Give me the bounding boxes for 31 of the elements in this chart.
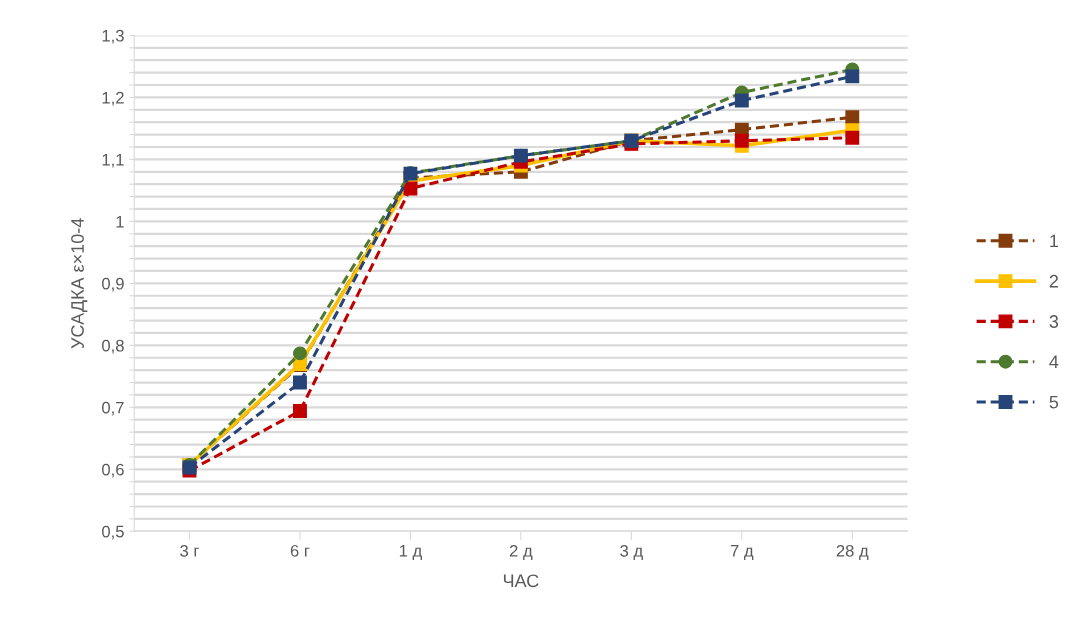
y-tick-label: 0,8 xyxy=(102,339,124,354)
point xyxy=(293,375,307,390)
x-tick-label: 7 д xyxy=(730,545,754,560)
y-tick-label: 0,9 xyxy=(102,277,124,292)
point xyxy=(734,93,749,108)
legend-label: 4 xyxy=(1049,355,1059,368)
legend-label: 5 xyxy=(1049,395,1059,409)
y-tick-label: 1,2 xyxy=(102,91,124,106)
x-axis-title: ЧАС xyxy=(503,574,539,588)
y-tick-label: 0,6 xyxy=(102,463,124,478)
y-axis-title: УСАДКА ε×10-4 xyxy=(71,218,88,349)
legend-label: 1 xyxy=(1050,234,1058,248)
x-tick-label: 3 д xyxy=(620,544,643,560)
legend-label: 2 xyxy=(1049,274,1058,288)
point xyxy=(845,130,860,145)
legend-label: 3 xyxy=(1049,315,1059,328)
point xyxy=(845,69,860,84)
x-tick-label: 3 г xyxy=(180,544,199,557)
y-tick-label: 1,1 xyxy=(102,153,124,168)
x-tick-label: 2 д xyxy=(509,544,533,560)
y-tick-label: 1 xyxy=(116,215,124,228)
x-tick-label: 6 г xyxy=(290,544,310,557)
point xyxy=(845,110,860,125)
x-tick-label: 1 д xyxy=(399,545,422,560)
y-tick-label: 1,3 xyxy=(102,29,124,44)
point xyxy=(734,133,749,148)
point xyxy=(293,346,307,361)
x-tick-label: 28 д xyxy=(836,544,869,560)
y-tick-label: 0,7 xyxy=(102,401,124,416)
y-tick-label: 0,5 xyxy=(102,525,124,540)
point xyxy=(293,404,307,418)
